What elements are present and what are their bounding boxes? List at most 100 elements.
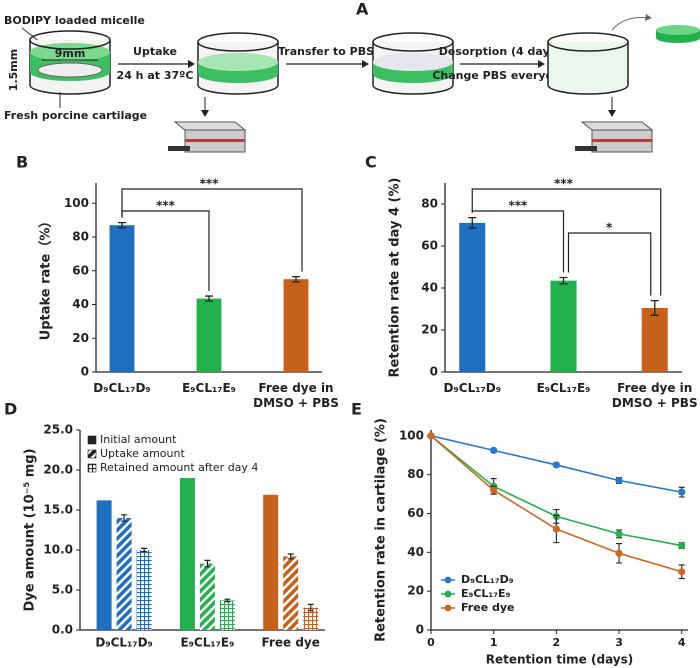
legend-marker — [444, 576, 452, 584]
legend-marker — [444, 590, 452, 598]
x-tick-label: Free dye in DMSO + PBS — [253, 381, 339, 410]
x-axis-label: Retention time (days) — [486, 653, 634, 667]
y-axis-label: Dye amount (10⁻⁵ mg) — [23, 448, 38, 611]
data-point — [552, 461, 560, 469]
error-bar — [650, 299, 659, 316]
cartilage — [37, 62, 103, 78]
panel-label: E — [351, 400, 362, 419]
label-line: D₉CL₁₇D₉ — [444, 381, 501, 395]
x-tick-label: 0 — [427, 636, 435, 649]
y-tick-label: 0.0 — [52, 623, 73, 637]
label-line: Free dye in — [258, 381, 333, 395]
y-tick-label: 5.0 — [52, 583, 73, 597]
plate-reader — [575, 121, 654, 153]
bar — [96, 500, 112, 630]
y-tick-label: 0 — [81, 365, 89, 379]
panel-label: D — [4, 400, 17, 419]
y-tick-label: 80 — [72, 230, 89, 244]
significance-bracket — [471, 188, 662, 296]
error-bar — [141, 547, 148, 553]
y-tick-label: 10.0 — [43, 543, 73, 557]
error-bar — [204, 559, 211, 568]
arrow-head — [538, 60, 545, 68]
bar — [109, 225, 135, 372]
data-point — [615, 549, 623, 557]
x-tick-label: 1 — [490, 636, 498, 649]
legend-label: Initial amount — [100, 433, 177, 446]
data-point — [678, 568, 686, 576]
bar — [136, 550, 152, 630]
height-label: 1.5mm — [7, 49, 20, 91]
significance-bracket — [471, 210, 565, 273]
y-axis-label: Retention rate at day 4 (%) — [388, 178, 403, 378]
panel-label: C — [365, 153, 377, 172]
vial-rim — [547, 32, 629, 52]
error-bar — [307, 603, 314, 612]
solution-top — [198, 53, 278, 71]
y-tick-label: 80 — [407, 467, 424, 481]
data-point — [615, 476, 623, 485]
bar — [199, 563, 215, 630]
bar — [219, 600, 235, 630]
y-tick-label: 60 — [72, 263, 89, 277]
arrow-head — [645, 14, 652, 21]
step-label: Uptake — [133, 45, 177, 58]
x-tick-label: 4 — [678, 636, 686, 649]
error-bar — [287, 553, 294, 560]
legend-label: Uptake amount — [100, 447, 185, 460]
data-point — [427, 432, 435, 440]
schematic: A BODIPY loaded micelle 9mm 1.5mm Fresh … — [4, 0, 700, 153]
pointer — [21, 27, 41, 43]
step-label: Desorption (4 days) — [439, 45, 561, 58]
label-line: E₉CL₁₇E₉ — [182, 381, 236, 395]
y-tick-label: 20 — [421, 323, 438, 337]
legend-label: D₉CL₁₇D₉ — [461, 573, 514, 586]
x-tick-label: Free dye — [262, 636, 320, 650]
label-line: DMSO + PBS — [253, 396, 339, 410]
legend-swatch — [87, 435, 97, 445]
x-tick-label: 2 — [553, 636, 561, 649]
significance-label: * — [606, 221, 613, 235]
arrow — [611, 17, 649, 31]
bar — [641, 307, 668, 372]
y-tick-label: 20 — [407, 584, 424, 598]
vial — [547, 42, 629, 95]
error-bar — [468, 217, 477, 229]
arrow-head — [201, 110, 209, 117]
significance-bracket — [121, 210, 210, 292]
y-tick-label: 100 — [399, 428, 424, 442]
x-tick-label: Free dye in DMSO + PBS — [612, 381, 698, 410]
step-label: Transfer to PBS — [278, 45, 374, 58]
label-line: D₉CL₁₇D₉ — [93, 381, 150, 395]
error-bar — [292, 276, 301, 283]
significance-label: *** — [200, 177, 220, 191]
y-tick-label: 15.0 — [43, 503, 73, 517]
bar — [459, 222, 486, 372]
legend-label: Retained amount after day 4 — [100, 461, 258, 474]
data-point — [490, 486, 498, 494]
y-axis-label: Uptake rate（%） — [38, 215, 54, 341]
error-bar — [559, 276, 568, 285]
y-tick-label: 40 — [421, 281, 438, 295]
y-tick-label: 40 — [407, 545, 424, 559]
legend-swatch — [87, 463, 97, 473]
diameter-label: 9mm — [55, 47, 86, 60]
x-tick-label: D₉CL₁₇D₉ — [95, 636, 152, 650]
y-axis-label: Retention rate in cartilage (%) — [374, 418, 389, 642]
y-tick-label: 20 — [72, 331, 89, 345]
series-line — [430, 435, 682, 573]
arrow-head — [362, 60, 369, 68]
y-tick-label: 0 — [416, 623, 424, 637]
y-tick-label: 0 — [430, 365, 438, 379]
arrow-head — [188, 60, 195, 68]
panel-label: A — [356, 0, 369, 19]
x-tick-label: E₉CL₁₇E₉ — [182, 381, 236, 395]
label-line: Free dye in — [617, 381, 692, 395]
x-tick-label: 3 — [615, 636, 623, 649]
x-tick-label: D₉CL₁₇D₉ — [444, 381, 501, 395]
error-bar — [121, 514, 128, 522]
significance-label: *** — [508, 199, 528, 213]
plate-reader — [168, 121, 247, 153]
data-point — [678, 541, 686, 550]
